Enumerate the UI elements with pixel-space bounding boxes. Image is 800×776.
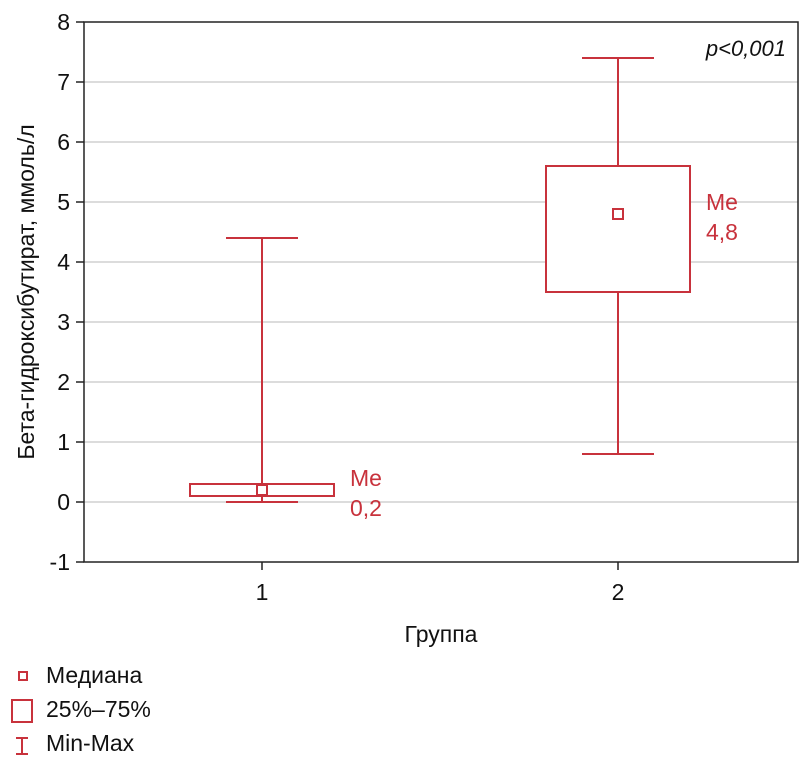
y-tick-label: 1: [57, 429, 70, 455]
y-tick-label: 7: [57, 69, 70, 95]
y-tick-label: 3: [57, 309, 70, 335]
legend-item-whisker: Min-Max: [10, 728, 270, 762]
x-tick-label: 2: [612, 579, 625, 605]
legend-label-whisker: Min-Max: [46, 730, 135, 756]
whisker-icon: [16, 737, 28, 755]
legend: Медиана 25%–75% Min-Max: [10, 660, 270, 762]
x-tick-label: 1: [256, 579, 269, 605]
plot-frame: [83, 21, 799, 563]
median-marker: [256, 484, 268, 496]
y-tick-label: 0: [57, 489, 70, 515]
legend-item-median: Медиана: [10, 660, 270, 694]
median-label-value: 4,8: [706, 219, 738, 245]
p-value-annotation: p<0,001: [705, 36, 786, 61]
median-label-title: Me: [350, 465, 382, 491]
y-tick-label: 5: [57, 189, 70, 215]
median-label-title: Me: [706, 189, 738, 215]
legend-label-median: Медиана: [46, 662, 143, 688]
box-series: Me 0,2 Me 4,8: [189, 57, 738, 521]
median-label-value: 0,2: [350, 495, 382, 521]
legend-label-box: 25%–75%: [46, 696, 151, 722]
x-axis-title: Группа: [405, 621, 478, 647]
box-icon: [11, 699, 33, 723]
median-square-icon: [18, 671, 28, 681]
y-axis: -1 0 1 2 3 4 5 6 7 8: [50, 9, 84, 575]
box-group-2: Me 4,8: [545, 57, 738, 455]
y-tick-label: 6: [57, 129, 70, 155]
y-tick-label: 4: [57, 249, 70, 275]
legend-item-box: 25%–75%: [10, 694, 270, 728]
y-tick-label: 2: [57, 369, 70, 395]
box-group-1: Me 0,2: [189, 237, 382, 521]
median-marker: [612, 208, 624, 220]
iqr-box: [545, 165, 691, 293]
y-tick-label: -1: [50, 549, 70, 575]
y-tick-label: 8: [57, 9, 70, 35]
gridlines: [84, 81, 798, 503]
y-axis-title: Бета-гидроксибутират, ммоль/л: [13, 124, 39, 459]
